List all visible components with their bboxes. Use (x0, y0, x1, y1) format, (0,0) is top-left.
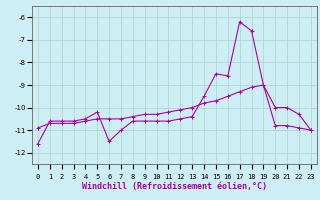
X-axis label: Windchill (Refroidissement éolien,°C): Windchill (Refroidissement éolien,°C) (82, 183, 267, 192)
